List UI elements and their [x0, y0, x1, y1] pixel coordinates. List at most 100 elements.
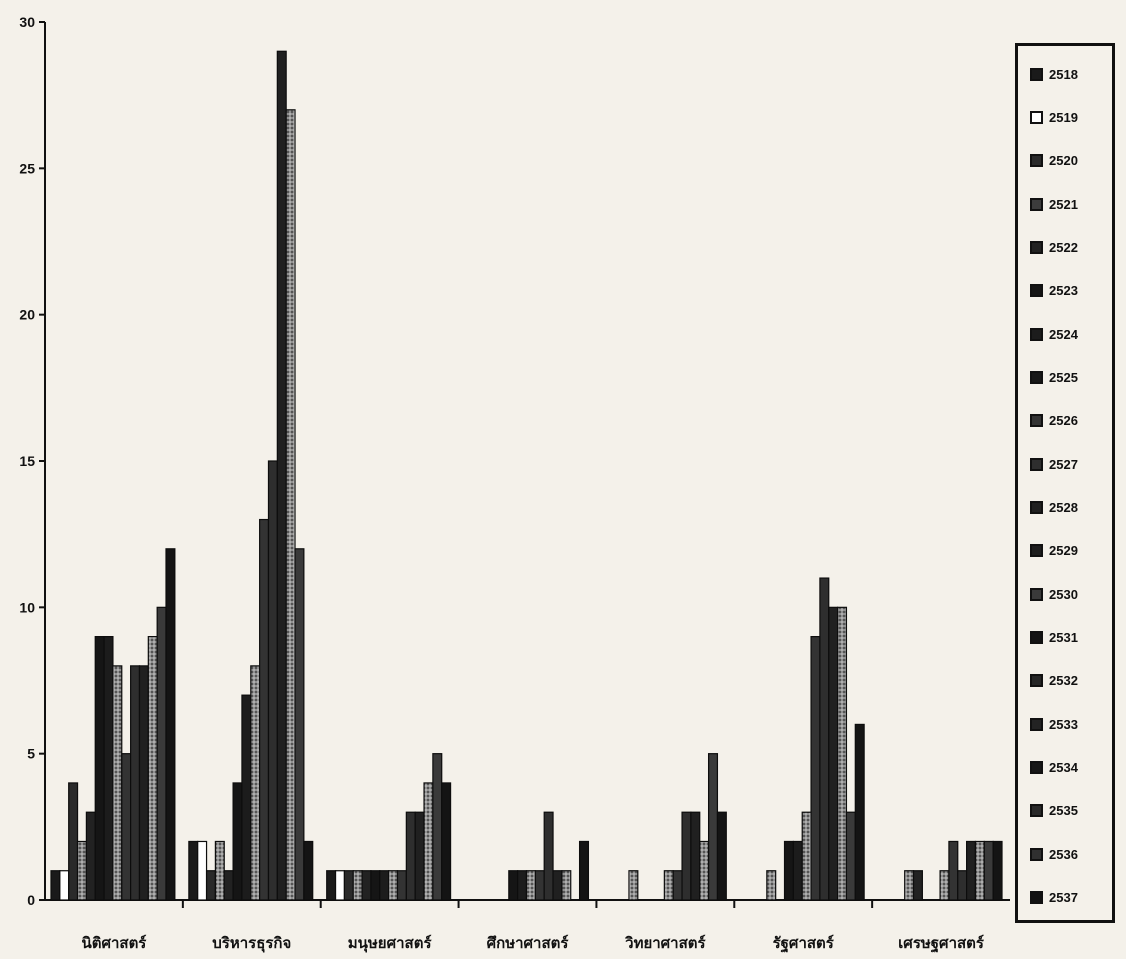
bar-2527-4 — [681, 811, 692, 901]
bar-2521-6 — [904, 870, 915, 901]
category-label: วิทยาศาสตร์ — [625, 934, 707, 952]
legend-item: 2530 — [1030, 584, 1078, 604]
bar-2527-0 — [130, 665, 141, 901]
legend-label: 2525 — [1049, 369, 1078, 385]
legend-swatch — [1030, 370, 1043, 384]
legend-label: 2535 — [1049, 803, 1078, 819]
bar-2527-3 — [543, 811, 554, 901]
bar-2526-1 — [259, 518, 270, 901]
bar-2530-5 — [845, 811, 856, 901]
bar-2521-0 — [76, 840, 87, 901]
category-label: ศึกษาศาสตร์ — [487, 934, 570, 952]
legend-item: 2520 — [1030, 151, 1078, 171]
legend-swatch — [1030, 500, 1043, 514]
legend-item: 2533 — [1030, 714, 1078, 734]
bar-2526-5 — [810, 635, 821, 901]
bar-2528-6 — [966, 840, 977, 901]
legend-swatch — [1030, 327, 1043, 341]
legend-item: 2527 — [1030, 454, 1078, 474]
legend-label: 2523 — [1049, 283, 1078, 299]
bar-2524-0 — [103, 635, 114, 901]
bar-2526-6 — [948, 840, 959, 901]
bar-2521-2 — [352, 870, 363, 901]
y-tick-label: 15 — [19, 453, 35, 469]
legend-label: 2520 — [1049, 153, 1078, 169]
bar-2518-0 — [50, 870, 61, 901]
bar-2524-5 — [792, 840, 803, 901]
legend-item: 2519 — [1030, 107, 1078, 127]
bar-2529-1 — [285, 109, 296, 901]
legend-label: 2536 — [1049, 846, 1078, 862]
bar-2521-1 — [214, 840, 225, 901]
bar-2526-3 — [534, 870, 545, 901]
legend-swatch — [1030, 284, 1043, 298]
bar-2531-3 — [578, 840, 590, 901]
legend-label: 2521 — [1049, 196, 1078, 212]
bar-2531-5 — [854, 723, 865, 901]
bar-2529-3 — [561, 870, 572, 901]
category-label: มนุษยศาสตร์ — [348, 934, 433, 953]
legend-swatch — [1030, 631, 1043, 645]
category-label: เศรษฐศาสตร์ — [898, 934, 985, 953]
legend-swatch — [1030, 240, 1043, 254]
legend-label: 2529 — [1049, 543, 1078, 559]
legend-label: 2519 — [1049, 109, 1078, 125]
legend-item: 2522 — [1030, 237, 1078, 257]
legend-item: 2524 — [1030, 324, 1078, 344]
legend-item: 2526 — [1030, 411, 1078, 431]
bar-2522-6 — [912, 870, 923, 901]
legend-label: 2531 — [1049, 630, 1078, 646]
legend-swatch — [1030, 587, 1043, 601]
legend-label: 2524 — [1049, 326, 1078, 342]
bar-2523-0 — [94, 635, 105, 901]
legend-swatch — [1030, 154, 1043, 168]
legend-swatch — [1030, 717, 1043, 731]
bar-2528-5 — [828, 606, 839, 901]
bar-2528-2 — [414, 811, 425, 901]
y-tick-label: 30 — [19, 14, 35, 30]
bar-2527-1 — [267, 460, 278, 901]
bar-2525-0 — [112, 665, 123, 901]
bar-2520-0 — [68, 782, 79, 901]
bar-2530-0 — [156, 606, 167, 901]
bar-2524-1 — [241, 694, 252, 901]
y-tick-label: 25 — [19, 160, 35, 176]
bar-2528-3 — [552, 870, 563, 901]
y-tick-label: 5 — [27, 746, 35, 762]
y-tick-label: 20 — [19, 307, 35, 323]
legend-item: 2521 — [1030, 194, 1078, 214]
bar-2531-1 — [303, 840, 314, 901]
bar-2526-2 — [396, 870, 407, 901]
legend-label: 2530 — [1049, 586, 1078, 602]
legend-label: 2518 — [1049, 66, 1078, 82]
bar-2519-1 — [197, 840, 208, 901]
bar-2528-0 — [138, 665, 149, 901]
legend-label: 2537 — [1049, 890, 1078, 906]
bar-2527-6 — [957, 870, 968, 901]
bar-2519-2 — [334, 870, 346, 901]
legend-label: 2527 — [1049, 456, 1078, 472]
bar-2525-3 — [525, 870, 536, 901]
bar-2523-3 — [508, 870, 519, 901]
legend: 2518 2519 2520 2521 2522 2523 2524 2525 2526 2527… — [1015, 43, 1115, 923]
bar-2529-0 — [147, 635, 158, 901]
category-label: บริหารธุรกิจ — [212, 934, 291, 953]
legend-swatch — [1030, 457, 1043, 471]
y-tick-label: 0 — [27, 892, 35, 908]
legend-item: 2518 — [1030, 64, 1078, 84]
bar-2519-0 — [59, 870, 70, 901]
bar-2531-4 — [716, 811, 727, 901]
bar-2521-4 — [628, 870, 639, 901]
bar-2526-4 — [672, 870, 683, 901]
bar-2520-1 — [205, 870, 216, 901]
legend-swatch — [1030, 110, 1043, 124]
bar-2524-2 — [379, 870, 390, 901]
bar-2529-4 — [699, 840, 710, 901]
bar-2528-4 — [690, 811, 701, 901]
legend-item: 2531 — [1030, 628, 1078, 648]
bar-2530-1 — [294, 548, 305, 901]
legend-swatch — [1030, 891, 1043, 905]
legend-swatch — [1030, 67, 1043, 81]
bar-2530-6 — [983, 840, 994, 901]
legend-item: 2529 — [1030, 541, 1078, 561]
